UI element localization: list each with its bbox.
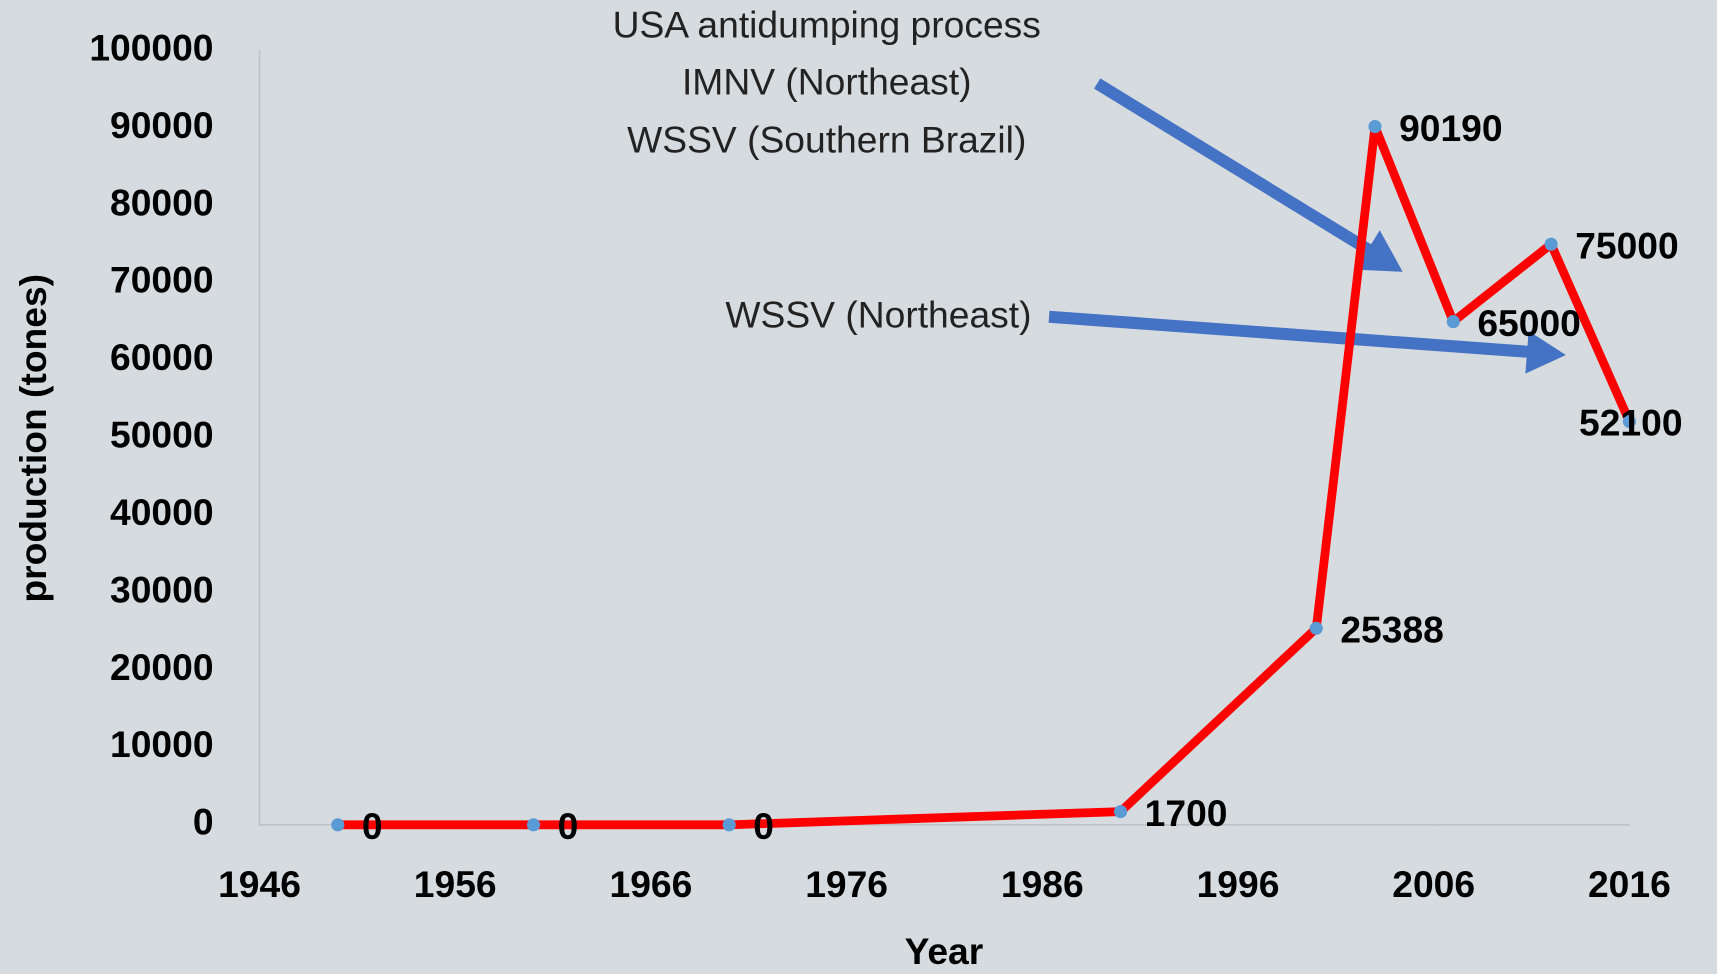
x-tick-label: 1996 xyxy=(1197,863,1280,905)
arrow-shaft xyxy=(1094,78,1372,256)
point xyxy=(1309,621,1323,635)
point xyxy=(526,818,541,832)
x-tick-label: 1956 xyxy=(414,863,497,905)
annotation: USA antidumping process xyxy=(613,3,1041,45)
y-tick-label: 80000 xyxy=(110,181,214,223)
x-tick-label: 2016 xyxy=(1588,863,1671,905)
arrow-shaft xyxy=(1048,310,1529,358)
arrow xyxy=(1048,310,1566,374)
annotation: WSSV (Southern Brazil) xyxy=(627,118,1026,160)
point xyxy=(1622,414,1636,429)
data-label: 75000 xyxy=(1575,224,1679,266)
data-label: 52100 xyxy=(1579,402,1683,444)
y-tick-label: 30000 xyxy=(110,568,214,610)
point xyxy=(1446,315,1460,329)
arrow xyxy=(1094,78,1403,272)
data-label: 65000 xyxy=(1477,302,1581,344)
y-tick-label: 40000 xyxy=(110,491,214,533)
point xyxy=(1114,805,1128,819)
data-label: 90190 xyxy=(1399,107,1503,149)
x-tick-label: 1986 xyxy=(1001,863,1084,905)
x-tick-label: 1976 xyxy=(805,863,888,905)
y-axis-title: production (tones) xyxy=(12,274,54,603)
y-tick-label: 70000 xyxy=(110,259,214,301)
y-tick-label: 60000 xyxy=(110,336,214,378)
x-tick-label: 1966 xyxy=(610,863,693,905)
point xyxy=(722,818,736,832)
annotation: IMNV (Northeast) xyxy=(682,60,972,102)
data-label: 1700 xyxy=(1145,792,1228,834)
y-tick-label: 10000 xyxy=(110,723,214,765)
y-tick-label: 0 xyxy=(193,801,214,843)
x-axis-title: Year xyxy=(905,930,984,972)
data-label: 0 xyxy=(558,805,579,847)
data-label: 0 xyxy=(362,805,383,847)
data-label: 25388 xyxy=(1340,608,1444,650)
point xyxy=(1368,120,1382,134)
y-tick-label: 20000 xyxy=(110,646,214,688)
x-tick-label: 1946 xyxy=(218,863,301,905)
y-tick-label: 50000 xyxy=(110,414,214,456)
data-label: 0 xyxy=(753,805,774,847)
annotation: WSSV (Northeast) xyxy=(725,294,1031,336)
point xyxy=(1544,237,1558,251)
point xyxy=(331,818,345,832)
x-tick-label: 2006 xyxy=(1392,863,1475,905)
y-tick-label: 100000 xyxy=(89,26,213,68)
arrow-head xyxy=(1525,330,1566,374)
y-tick-label: 90000 xyxy=(110,104,214,146)
arrow-head xyxy=(1355,230,1403,272)
